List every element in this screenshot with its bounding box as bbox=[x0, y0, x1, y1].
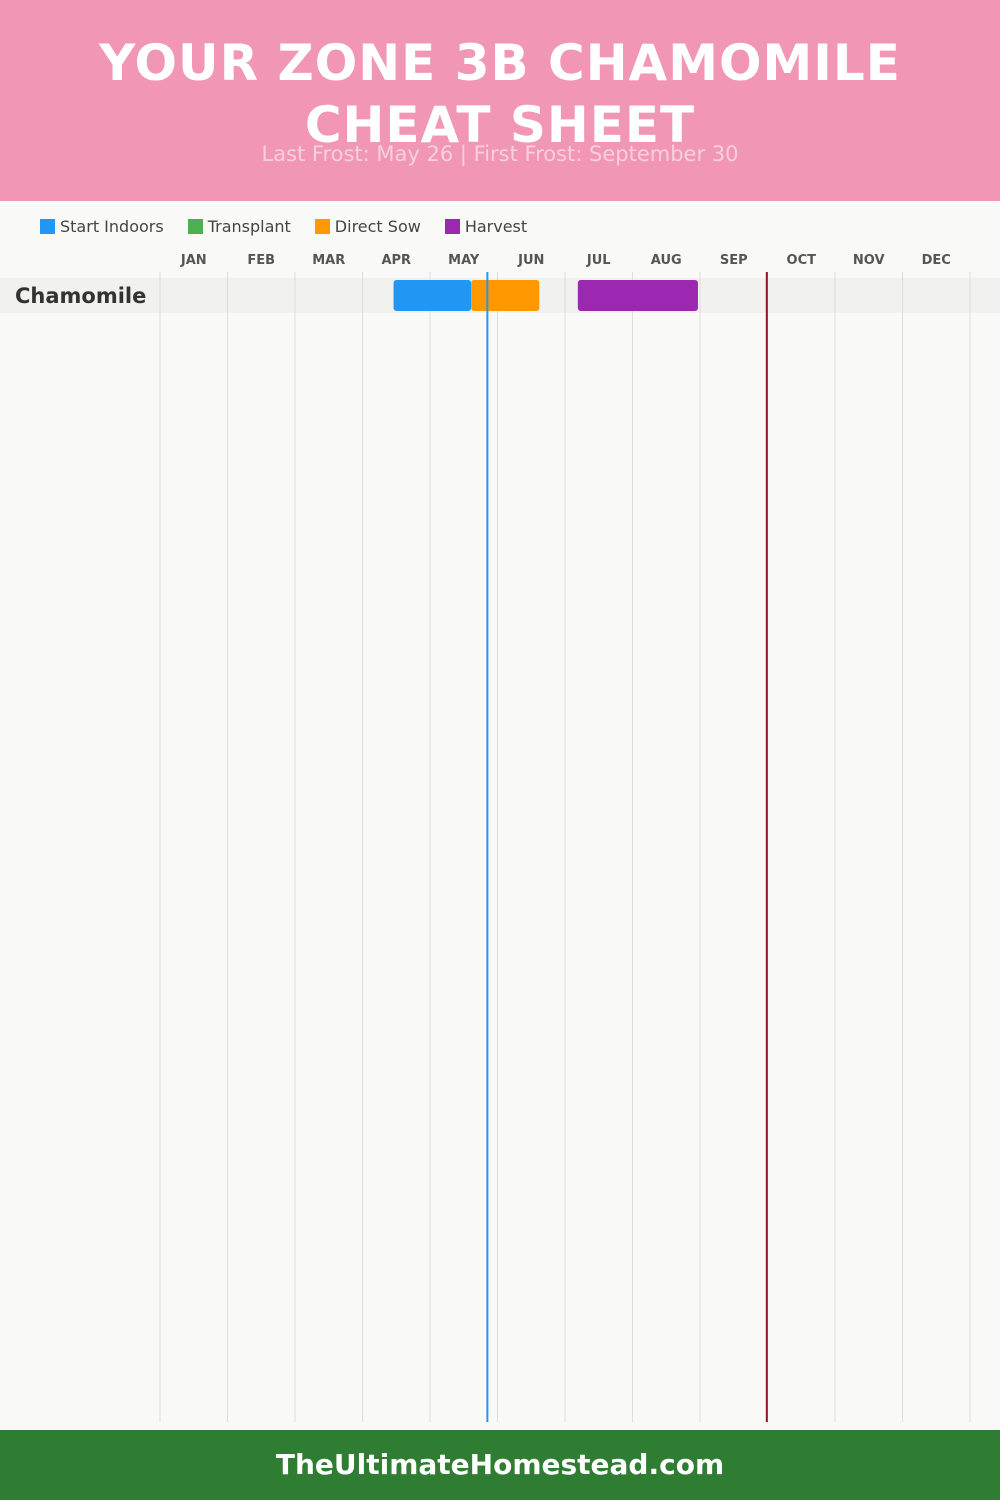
page-title: YOUR ZONE 3B CHAMOMILE CHEAT SHEET bbox=[99, 34, 901, 154]
planting-calendar-chart: JAN FEB MAR APR MAY JUN JUL AUG SEP OCT NOV DEC Cham… bbox=[0, 253, 1000, 1422]
task-bar-start-indoors bbox=[393, 280, 472, 311]
legend-label-harvest: Harvest bbox=[464, 216, 528, 236]
legend-label-transplant: Transplant bbox=[207, 216, 291, 236]
month-label-jul: JUL bbox=[586, 253, 611, 268]
legend-item-direct-sow: Direct Sow bbox=[314, 216, 421, 236]
month-label-dec: DEC bbox=[922, 253, 951, 268]
month-label-feb: FEB bbox=[247, 253, 275, 268]
legend-item-start-indoors: Start Indoors bbox=[40, 217, 164, 236]
month-label-oct: OCT bbox=[787, 253, 817, 268]
legend-swatch-start-indoors bbox=[40, 218, 55, 234]
month-label-jan: JAN bbox=[180, 253, 207, 268]
month-label-aug: AUG bbox=[651, 253, 682, 268]
row-label-chamomile: Chamomile bbox=[15, 284, 146, 308]
month-label-jun: JUN bbox=[517, 253, 544, 268]
legend: Start Indoors Transplant Direct Sow Harv… bbox=[40, 214, 551, 238]
month-label-apr: APR bbox=[381, 253, 411, 268]
task-bar-harvest bbox=[577, 280, 698, 311]
month-label-sep: SEP bbox=[720, 253, 748, 268]
month-label-mar: MAR bbox=[312, 253, 345, 268]
month-label-nov: NOV bbox=[853, 253, 885, 268]
legend-label-start-indoors: Start Indoors bbox=[60, 216, 164, 236]
footer-banner: TheUltimateHomestead.com bbox=[0, 1430, 1000, 1500]
legend-item-transplant: Transplant bbox=[187, 216, 291, 236]
legend-item-harvest: Harvest bbox=[444, 216, 528, 236]
frost-dates-subtitle: Last Frost: May 26 | First Frost: Septem… bbox=[261, 142, 739, 166]
legend-label-direct-sow: Direct Sow bbox=[334, 216, 421, 236]
header-banner: YOUR ZONE 3B CHAMOMILE CHEAT SHEET Last … bbox=[0, 0, 1000, 201]
legend-swatch-direct-sow bbox=[314, 218, 330, 234]
legend-swatch-harvest bbox=[444, 218, 460, 234]
legend-swatch-transplant bbox=[187, 218, 203, 234]
task-bar-direct-sow bbox=[471, 280, 540, 311]
month-label-may: MAY bbox=[448, 253, 480, 268]
website-link[interactable]: TheUltimateHomestead.com bbox=[275, 1448, 725, 1481]
